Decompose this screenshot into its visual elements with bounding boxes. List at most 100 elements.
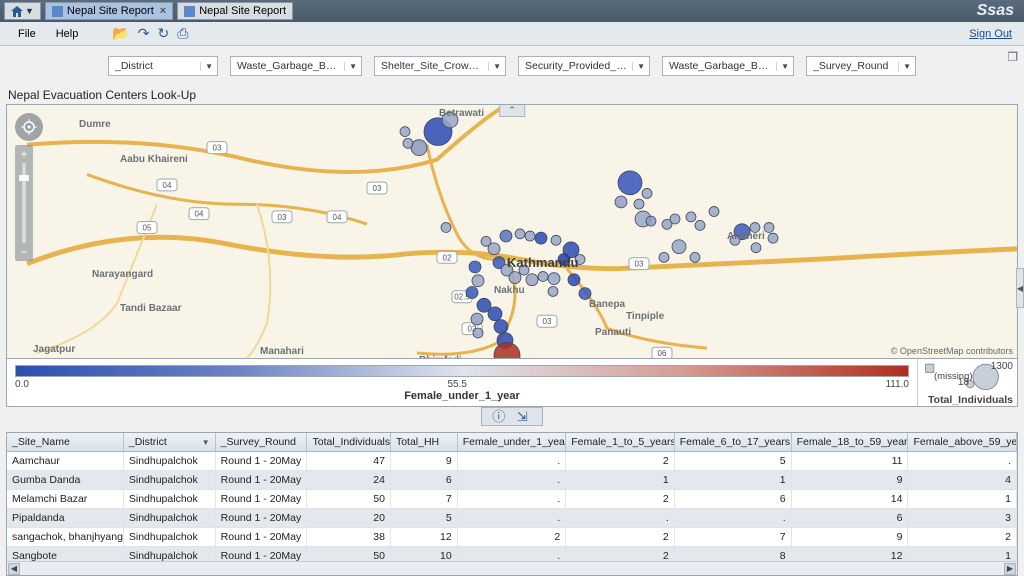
column-header[interactable]: _Site_Name — [7, 433, 124, 451]
column-header[interactable]: Total_HH — [391, 433, 458, 451]
recenter-button[interactable] — [15, 113, 43, 141]
zoom-control[interactable]: + − — [15, 145, 33, 261]
filter-label: _Survey_Round — [813, 60, 894, 72]
filter-dropdown[interactable]: _District ▼ — [108, 56, 218, 76]
restore-window-icon[interactable]: ❐ — [1007, 50, 1018, 64]
table-cell: 9 — [391, 452, 458, 470]
redo-icon[interactable]: ↷ — [138, 25, 150, 42]
scroll-left-button[interactable]: ◀ — [8, 563, 20, 575]
sas-logo: Ssas — [977, 2, 1020, 20]
table-cell: 2 — [458, 528, 567, 546]
menu-file[interactable]: File — [8, 28, 46, 40]
home-button[interactable]: ▼ — [4, 2, 41, 20]
table-cell: Round 1 - 20May — [216, 471, 308, 489]
table-row[interactable]: Gumba DandaSindhupalchokRound 1 - 20May2… — [7, 471, 1017, 490]
report-icon — [52, 6, 63, 17]
column-header[interactable]: Female_1_to_5_years — [566, 433, 675, 451]
map-controls: + − — [15, 113, 43, 261]
chevron-down-icon: ▼ — [898, 62, 911, 71]
filter-dropdown[interactable]: Shelter_Site_Crowded__1Low_▼ — [374, 56, 506, 76]
table-cell: Sindhupalchok — [124, 509, 216, 527]
table-cell: Sindhupalchok — [124, 471, 216, 489]
filter-dropdown[interactable]: Security_Provided_At_Site▼ — [518, 56, 650, 76]
zoom-slider[interactable] — [22, 163, 26, 243]
table-cell: Sangbote — [7, 547, 124, 561]
column-header[interactable]: Female_18_to_59_years — [792, 433, 909, 451]
chevron-down-icon: ▼ — [488, 62, 501, 71]
sort-indicator-icon: ▼ — [202, 438, 210, 447]
filter-label: _District — [115, 60, 196, 72]
filter-label: Waste_Garbage_Being_Collect — [669, 60, 772, 72]
filter-bar: _District▼Waste_Garbage_Being_Collect▼Sh… — [0, 46, 1024, 86]
svg-text:04: 04 — [163, 181, 172, 190]
refresh-icon[interactable]: ↻ — [158, 25, 170, 42]
horizontal-scrollbar[interactable]: ◀ ▶ — [7, 561, 1017, 575]
table-cell: 20 — [307, 509, 390, 527]
table-cell: 50 — [307, 490, 390, 508]
table-cell: 4 — [908, 471, 1017, 489]
table-cell: 38 — [307, 528, 390, 546]
expand-handle-right[interactable]: ◀ — [1016, 268, 1024, 308]
open-icon[interactable]: 📂 — [112, 25, 129, 42]
report-tab[interactable]: Nepal Site Report — [177, 2, 293, 20]
table-row[interactable]: Melamchi BazarSindhupalchokRound 1 - 20M… — [7, 490, 1017, 509]
table-cell: . — [458, 490, 567, 508]
table-cell: 6 — [792, 509, 909, 527]
table-cell: Sindhupalchok — [124, 490, 216, 508]
table-cell: . — [458, 452, 567, 470]
chevron-down-icon: ▼ — [776, 62, 789, 71]
title-bar: ▼ Nepal Site Report × Nepal Site Report Ss… — [0, 0, 1024, 22]
scroll-right-button[interactable]: ▶ — [1004, 563, 1016, 575]
table-cell: 6 — [675, 490, 792, 508]
column-header[interactable]: Total_Individuals — [307, 433, 390, 451]
table-cell: 50 — [307, 547, 390, 561]
collapse-handle-top[interactable]: ⌃ — [499, 105, 525, 117]
filter-dropdown[interactable]: _Survey_Round ▼ — [806, 56, 916, 76]
sign-out-link[interactable]: Sign Out — [969, 28, 1016, 40]
table-cell: Sindhupalchok — [124, 547, 216, 561]
report-icon — [184, 6, 195, 17]
menu-help[interactable]: Help — [46, 28, 89, 40]
print-icon[interactable]: ⎙ — [177, 25, 188, 42]
table-cell: 14 — [792, 490, 909, 508]
map-attribution: © OpenStreetMap contributors — [891, 346, 1013, 356]
table-row[interactable]: AamchaurSindhupalchokRound 1 - 20May479.… — [7, 452, 1017, 471]
table-row[interactable]: sangachok, bhanjhyangSindhupalchokRound … — [7, 528, 1017, 547]
close-icon[interactable]: × — [160, 5, 166, 17]
table-cell: 9 — [792, 528, 909, 546]
column-header[interactable]: Female_6_to_17_years — [675, 433, 792, 451]
zoom-in-button[interactable]: + — [20, 147, 27, 161]
table-row[interactable]: PipaldandaSindhupalchokRound 1 - 20May20… — [7, 509, 1017, 528]
zoom-out-button[interactable]: − — [20, 245, 27, 259]
tab-label: Nepal Site Report — [67, 5, 154, 17]
column-header[interactable]: _District▼ — [124, 433, 216, 451]
table-header: _Site_Name_District▼_Survey_RoundTotal_I… — [7, 433, 1017, 452]
table-cell: sangachok, bhanjhyang — [7, 528, 124, 546]
svg-text:03: 03 — [635, 260, 644, 269]
column-header[interactable]: Female_under_1_year — [458, 433, 567, 451]
table-row[interactable]: SangboteSindhupalchokRound 1 - 20May5010… — [7, 547, 1017, 561]
map-panel[interactable]: 0304040304030202.50203060503 ⌃ Kathmandu… — [6, 104, 1018, 359]
svg-text:04: 04 — [195, 210, 204, 219]
filter-label: Waste_Garbage_Being_Collect — [237, 60, 340, 72]
table-cell: 1 — [908, 490, 1017, 508]
table-cell: Pipaldanda — [7, 509, 124, 527]
chevron-down-icon: ▼ — [200, 62, 213, 71]
report-tab[interactable]: Nepal Site Report × — [45, 2, 173, 20]
svg-text:06: 06 — [658, 349, 667, 358]
table-cell: Gumba Danda — [7, 471, 124, 489]
panel-split-handle[interactable]: ⓘ ⇲ — [6, 406, 1018, 425]
table-cell: 1 — [566, 471, 675, 489]
table-cell: 5 — [675, 452, 792, 470]
table-cell: Round 1 - 20May — [216, 528, 308, 546]
table-body: AamchaurSindhupalchokRound 1 - 20May479.… — [7, 452, 1017, 561]
table-cell: Melamchi Bazar — [7, 490, 124, 508]
svg-text:03: 03 — [278, 213, 287, 222]
column-header[interactable]: Female_above_59_years — [908, 433, 1017, 451]
filter-dropdown[interactable]: Waste_Garbage_Being_Collect▼ — [230, 56, 362, 76]
svg-text:03: 03 — [373, 184, 382, 193]
filter-dropdown[interactable]: Waste_Garbage_Being_Collect ▼ — [662, 56, 794, 76]
table-cell: . — [458, 547, 567, 561]
table-cell: . — [566, 509, 675, 527]
column-header[interactable]: _Survey_Round — [216, 433, 308, 451]
